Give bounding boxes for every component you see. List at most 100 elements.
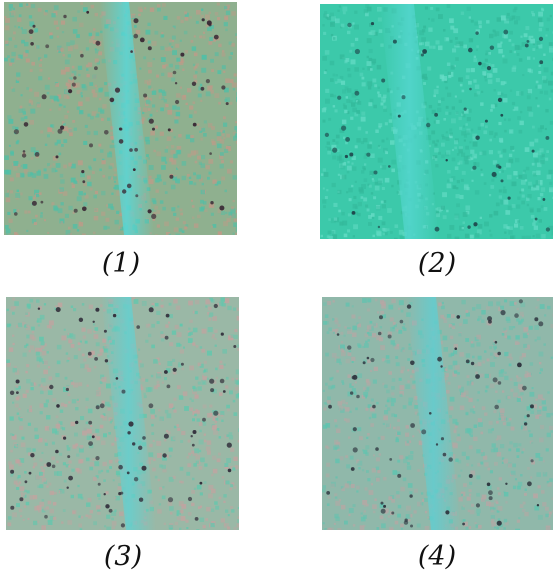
texture-dot bbox=[434, 226, 440, 232]
texture-dots bbox=[13, 10, 229, 219]
texture-dot bbox=[142, 436, 146, 440]
texture-dot bbox=[63, 14, 67, 19]
texture-dot bbox=[55, 307, 61, 313]
texture-dot bbox=[200, 86, 205, 91]
texture-dot bbox=[454, 347, 458, 350]
texture-dot bbox=[130, 50, 133, 53]
texture-dot bbox=[373, 170, 378, 175]
texture-image-4-graphic bbox=[322, 297, 553, 530]
texture-dot bbox=[391, 511, 395, 515]
texture-dot bbox=[465, 359, 470, 364]
texture-dot bbox=[389, 458, 393, 461]
texture-dot bbox=[370, 21, 375, 26]
texture-dot bbox=[375, 447, 379, 451]
texture-dot bbox=[377, 225, 381, 229]
texture-image-1 bbox=[4, 2, 237, 235]
texture-dot bbox=[148, 118, 154, 124]
texture-image-3-graphic bbox=[6, 297, 239, 530]
texture-dot bbox=[139, 37, 145, 43]
texture-dot bbox=[484, 119, 488, 123]
texture-dot bbox=[489, 45, 495, 50]
texture-dot bbox=[545, 136, 550, 140]
texture-dot bbox=[496, 520, 502, 526]
texture-dot bbox=[88, 420, 93, 425]
texture-dot bbox=[115, 377, 119, 380]
texture-dot bbox=[32, 24, 36, 28]
texture-streak bbox=[101, 297, 156, 530]
texture-dot bbox=[539, 60, 544, 65]
texture-dot bbox=[163, 433, 169, 439]
texture-dot bbox=[180, 362, 184, 366]
texture-dot bbox=[456, 315, 461, 319]
texture-dot bbox=[109, 97, 115, 103]
texture-dot bbox=[488, 319, 492, 324]
texture-dot bbox=[494, 340, 498, 344]
texture-dot bbox=[132, 442, 136, 446]
texture-dot bbox=[527, 481, 532, 487]
texture-dot bbox=[210, 388, 215, 393]
texture-dot bbox=[380, 501, 384, 505]
texture-noise bbox=[4, 2, 237, 235]
texture-dot bbox=[349, 152, 354, 157]
texture-image-4 bbox=[322, 297, 553, 530]
texture-dot bbox=[379, 315, 383, 320]
texture-dot bbox=[538, 36, 544, 42]
texture-dot bbox=[118, 492, 122, 496]
texture-dot bbox=[56, 404, 60, 408]
texture-dot bbox=[31, 200, 37, 206]
texture-dot bbox=[30, 42, 34, 46]
texture-dot bbox=[503, 29, 509, 35]
texture-dot bbox=[370, 357, 375, 363]
texture-dot bbox=[68, 89, 73, 94]
caption-2: (2) bbox=[417, 248, 457, 279]
texture-dot bbox=[387, 334, 392, 339]
texture-dot bbox=[475, 135, 480, 140]
texture-dot bbox=[442, 452, 447, 457]
texture-dot bbox=[57, 128, 63, 134]
texture-dot bbox=[169, 174, 174, 179]
texture-dot bbox=[202, 417, 206, 422]
texture-dot bbox=[488, 496, 493, 501]
texture-dot bbox=[21, 153, 27, 158]
texture-dot bbox=[399, 319, 404, 324]
texture-dot bbox=[517, 362, 522, 368]
texture-dot bbox=[89, 143, 93, 148]
texture-dot bbox=[46, 462, 52, 467]
texture-dot bbox=[28, 29, 34, 34]
texture-dot bbox=[88, 441, 93, 446]
texture-dot bbox=[99, 403, 105, 409]
texture-dot bbox=[164, 335, 169, 340]
texture-dot bbox=[164, 370, 168, 374]
texture-dot bbox=[73, 208, 78, 213]
texture-dot bbox=[147, 46, 152, 51]
texture-dot bbox=[410, 524, 414, 528]
texture-dot bbox=[9, 390, 15, 395]
texture-dot bbox=[104, 359, 109, 363]
texture-dot bbox=[148, 307, 154, 313]
texture-dot bbox=[220, 332, 224, 336]
texture-dot bbox=[10, 505, 15, 510]
texture-dot bbox=[213, 34, 219, 40]
texture-streak bbox=[406, 297, 461, 530]
texture-dot bbox=[500, 310, 506, 316]
texture-dot bbox=[128, 421, 134, 427]
texture-dot bbox=[134, 147, 139, 152]
texture-dot bbox=[132, 168, 136, 172]
texture-streak bbox=[99, 2, 154, 235]
texture-dot bbox=[462, 522, 465, 526]
texture-dot bbox=[86, 10, 90, 14]
texture-dot bbox=[534, 317, 539, 322]
texture-dot bbox=[135, 194, 139, 198]
texture-dot bbox=[505, 482, 508, 485]
texture-dot bbox=[97, 482, 101, 486]
texture-dot bbox=[82, 180, 86, 184]
texture-dot bbox=[63, 436, 67, 440]
texture-dot bbox=[192, 122, 197, 127]
texture-dot bbox=[497, 381, 502, 385]
texture-dot bbox=[534, 217, 538, 221]
texture-dot bbox=[352, 374, 358, 380]
texture-dot bbox=[345, 137, 350, 142]
texture-dot bbox=[354, 48, 360, 55]
texture-dot bbox=[114, 87, 121, 93]
texture-dot bbox=[351, 210, 356, 215]
